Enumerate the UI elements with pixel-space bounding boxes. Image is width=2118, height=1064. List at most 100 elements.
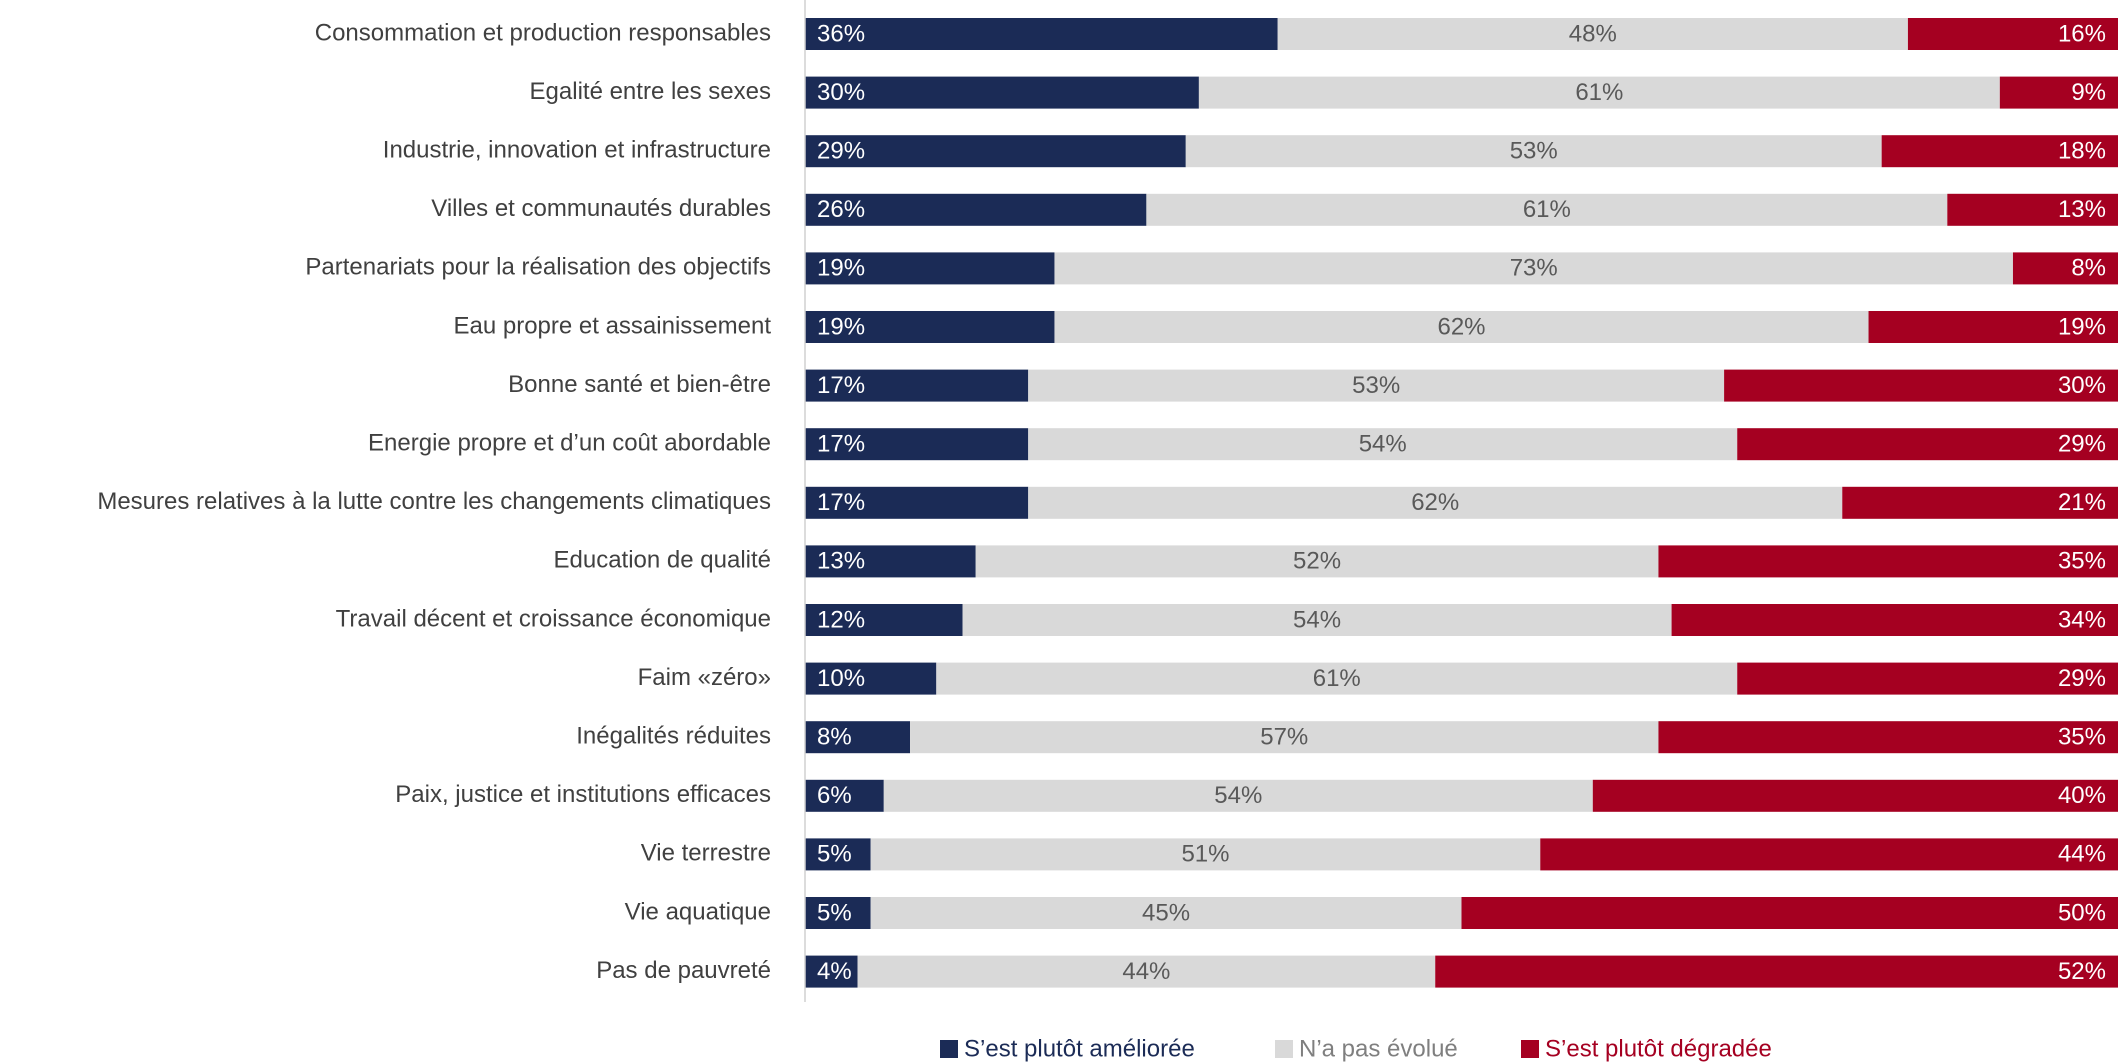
bar-segment xyxy=(1435,955,2118,988)
value-label: 54% xyxy=(1214,782,1262,809)
bar-segment xyxy=(805,428,1029,461)
bar-segment xyxy=(870,897,1462,929)
bar-segment xyxy=(975,545,1659,578)
value-label: 6% xyxy=(817,782,852,809)
bar-segment xyxy=(1277,18,1908,50)
bar-segment xyxy=(805,252,1055,285)
category-label: Bonne santé et bien-être xyxy=(508,371,771,398)
bar-segment xyxy=(1947,193,2118,226)
bar-segment xyxy=(805,897,871,929)
legend-label: N’a pas évolué xyxy=(1299,1035,1458,1062)
value-label: 61% xyxy=(1313,665,1361,692)
value-label: 9% xyxy=(2071,79,2106,106)
value-label: 30% xyxy=(817,79,865,106)
category-label: Inégalités réduites xyxy=(576,723,771,750)
value-label: 54% xyxy=(1359,431,1407,458)
bar-segment xyxy=(857,955,1436,988)
bar-segment xyxy=(1724,369,2118,402)
value-label: 35% xyxy=(2058,548,2106,575)
value-label: 19% xyxy=(817,313,865,340)
category-label: Energie propre et d’un coût abordable xyxy=(368,430,771,457)
bar-segment xyxy=(1881,135,2118,168)
category-label: Eau propre et assainissement xyxy=(453,312,771,339)
value-label: 19% xyxy=(817,255,865,282)
value-label: 17% xyxy=(817,489,865,516)
bar-segment xyxy=(936,662,1738,695)
value-label: 5% xyxy=(817,899,852,926)
bar-segment xyxy=(805,721,911,754)
value-label: 52% xyxy=(1293,548,1341,575)
value-label: 26% xyxy=(817,196,865,223)
value-label: 54% xyxy=(1293,606,1341,633)
bar-segment xyxy=(805,311,1055,343)
legend-swatch xyxy=(940,1040,958,1058)
value-label: 52% xyxy=(2058,958,2106,985)
category-label: Consommation et production responsables xyxy=(315,19,771,46)
bar-segment xyxy=(1028,428,1738,461)
category-label: Education de qualité xyxy=(554,547,772,574)
category-label: Mesures relatives à la lutte contre les … xyxy=(97,488,771,515)
category-label: Vie terrestre xyxy=(641,840,771,867)
category-label: Villes et communautés durables xyxy=(431,195,771,222)
value-label: 50% xyxy=(2058,899,2106,926)
category-label: Pas de pauvreté xyxy=(596,957,771,984)
bar-segment xyxy=(805,18,1278,50)
value-label: 62% xyxy=(1411,489,1459,516)
value-label: 8% xyxy=(817,724,852,751)
bar-segment xyxy=(1999,76,2118,109)
bar-segment xyxy=(1185,135,1882,168)
value-label: 40% xyxy=(2058,782,2106,809)
bar-segment xyxy=(805,955,858,988)
value-label: 18% xyxy=(2058,138,2106,165)
value-label: 16% xyxy=(2058,20,2106,47)
bar-segment xyxy=(805,135,1186,168)
legend-swatch xyxy=(1275,1040,1293,1058)
value-label: 12% xyxy=(817,606,865,633)
bar-segment xyxy=(1592,779,2118,812)
value-label: 45% xyxy=(1142,899,1190,926)
value-label: 4% xyxy=(817,958,852,985)
bar-segment xyxy=(1054,252,2013,285)
value-label: 53% xyxy=(1510,138,1558,165)
bar-segment xyxy=(805,193,1147,226)
bar-segment xyxy=(1842,486,2118,519)
value-label: 48% xyxy=(1569,20,1617,47)
bar-segment xyxy=(1198,76,2000,109)
bar-segment xyxy=(962,604,1672,636)
value-label: 29% xyxy=(817,138,865,165)
bar-segment xyxy=(1907,18,2118,50)
bar-segment xyxy=(910,721,1659,754)
value-label: 8% xyxy=(2071,255,2106,282)
bar-segment xyxy=(805,545,976,578)
bar-segment xyxy=(1671,604,2118,636)
value-label: 51% xyxy=(1181,841,1229,868)
bar-segment xyxy=(1658,545,2118,578)
bar-segment xyxy=(805,369,1029,402)
legend-label: S’est plutôt améliorée xyxy=(964,1035,1195,1062)
value-label: 17% xyxy=(817,431,865,458)
value-label: 36% xyxy=(817,20,865,47)
bar-segment xyxy=(805,779,884,812)
category-label: Paix, justice et institutions efficaces xyxy=(395,781,771,808)
bar-segment xyxy=(1054,311,1869,343)
value-label: 73% xyxy=(1510,255,1558,282)
value-label: 34% xyxy=(2058,606,2106,633)
value-label: 44% xyxy=(2058,841,2106,868)
bar-segment xyxy=(1540,838,2118,871)
value-label: 29% xyxy=(2058,431,2106,458)
category-label: Travail décent et croissance économique xyxy=(336,605,771,632)
bar-segment xyxy=(1737,662,2118,695)
value-label: 62% xyxy=(1437,313,1485,340)
bar-segment xyxy=(1737,428,2118,461)
value-label: 13% xyxy=(2058,196,2106,223)
bar-segment xyxy=(883,779,1593,812)
bar-segment xyxy=(805,486,1029,519)
value-label: 61% xyxy=(1575,79,1623,106)
bar-segment xyxy=(1028,486,1843,519)
value-label: 19% xyxy=(2058,313,2106,340)
value-label: 5% xyxy=(817,841,852,868)
bar-segment xyxy=(805,662,937,695)
category-label: Partenariats pour la réalisation des obj… xyxy=(305,254,771,281)
value-label: 17% xyxy=(817,372,865,399)
